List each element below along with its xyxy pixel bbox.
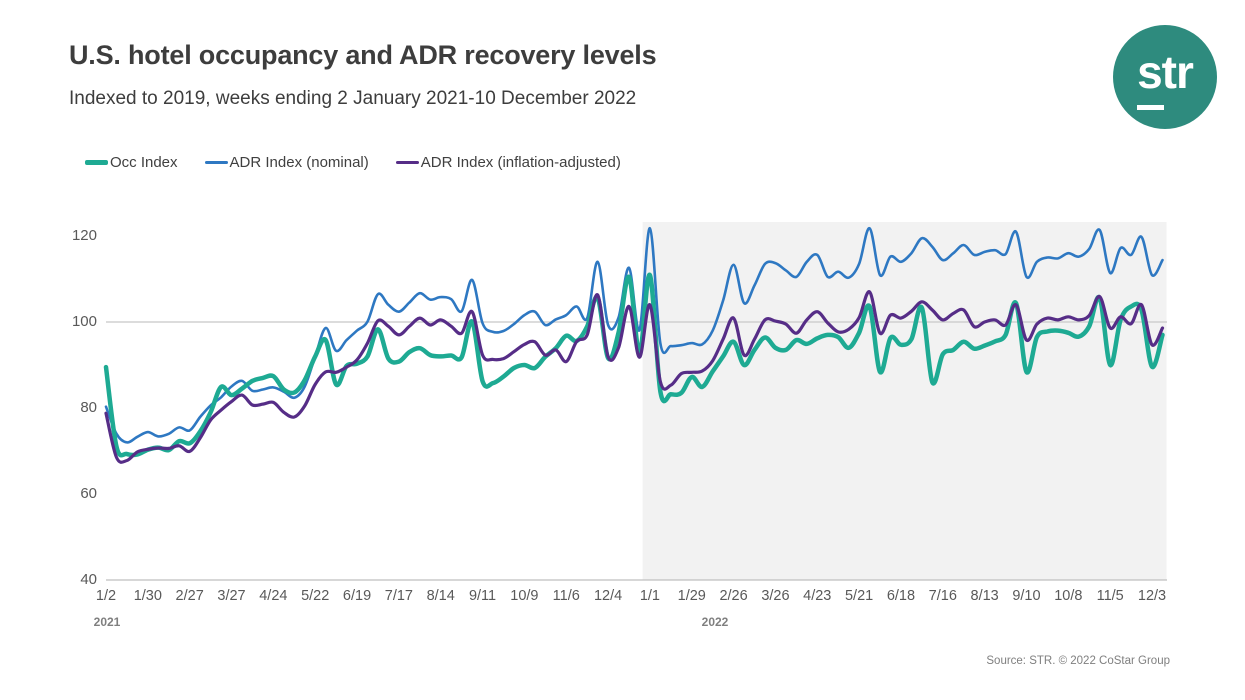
x-tick-label: 8/13	[970, 588, 999, 604]
y-tick-label: 60	[80, 485, 97, 502]
occ-line-swatch	[85, 160, 108, 165]
y-tick-label: 80	[80, 399, 97, 416]
x-tick-label: 1/29	[677, 588, 706, 604]
x-tick-label: 3/26	[761, 588, 790, 604]
x-tick-label: 1/2	[95, 588, 117, 604]
x-tick-label: 12/4	[593, 588, 623, 604]
x-tick-label: 1/30	[133, 588, 162, 604]
legend-label-occ: Occ Index	[110, 154, 178, 171]
x-tick-label: 7/16	[928, 588, 957, 604]
adr-real-line-swatch	[395, 161, 419, 164]
x-tick-label: 11/6	[552, 588, 580, 604]
region-2022-shading	[642, 222, 1167, 580]
x-tick-label: 4/23	[803, 588, 832, 604]
chart-legend: Occ Index ADR Index (nominal) ADR Index …	[85, 154, 648, 171]
year-label-2021: 2021	[93, 615, 121, 629]
y-tick-label: 40	[80, 571, 97, 588]
legend-item-occ: Occ Index	[85, 154, 178, 171]
x-tick-label: 9/10	[1012, 588, 1041, 604]
x-tick-label: 7/17	[384, 588, 413, 604]
page-subtitle: Indexed to 2019, weeks ending 2 January …	[69, 88, 637, 109]
str-logo-text: str	[1137, 46, 1194, 98]
year-label-2022: 2022	[701, 615, 729, 629]
x-tick-label: 6/19	[342, 588, 372, 604]
x-tick-label: 6/18	[886, 588, 916, 604]
x-tick-label: 3/27	[217, 588, 246, 604]
source-attribution: Source: STR. © 2022 CoStar Group	[986, 655, 1170, 667]
x-tick-label: 10/9	[510, 588, 539, 604]
x-tick-label: 8/14	[426, 588, 455, 604]
legend-label-adr-nominal: ADR Index (nominal)	[229, 154, 369, 171]
page-title: U.S. hotel occupancy and ADR recovery le…	[69, 40, 657, 70]
legend-item-adr-real: ADR Index (inflation-adjusted)	[395, 154, 621, 171]
x-tick-label: 2/26	[719, 588, 748, 604]
legend-item-adr-nominal: ADR Index (nominal)	[204, 154, 369, 171]
x-tick-label: 12/3	[1137, 588, 1167, 604]
x-tick-label: 4/24	[259, 588, 288, 604]
x-tick-label: 5/21	[844, 588, 874, 604]
y-tick-label: 120	[71, 227, 97, 244]
x-tick-label: 2/27	[175, 588, 204, 604]
legend-label-adr-real: ADR Index (inflation-adjusted)	[420, 154, 621, 171]
adr-nominal-line-swatch	[204, 161, 228, 164]
x-tick-label: 9/11	[468, 588, 497, 604]
str-logo: str	[1113, 25, 1217, 129]
x-tick-label: 1/1	[639, 588, 660, 604]
x-tick-label: 11/5	[1096, 588, 1124, 604]
x-tick-label: 10/8	[1054, 588, 1083, 604]
series-line-adr-index-inflation-adjusted	[104, 290, 1165, 464]
x-tick-label: 5/22	[301, 588, 330, 604]
y-tick-label: 100	[71, 313, 97, 330]
str-logo-underline	[1137, 105, 1164, 110]
